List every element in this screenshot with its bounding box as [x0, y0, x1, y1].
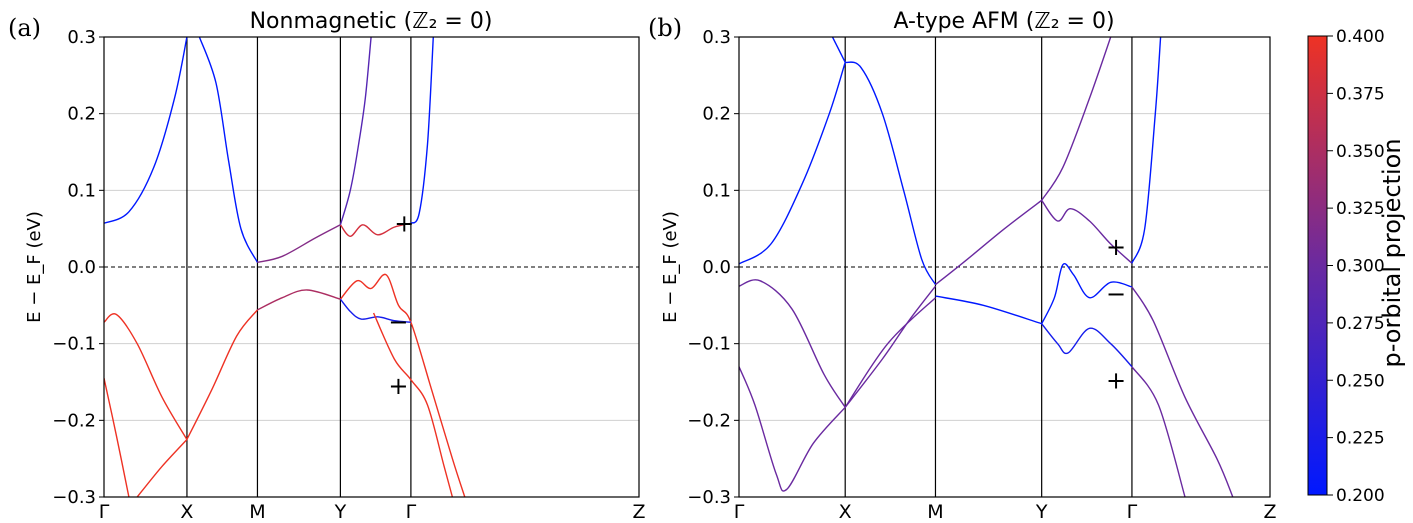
panel-b-band-line	[1131, 286, 1234, 497]
panel-b-parity-label: +	[1106, 233, 1126, 261]
panel-b-band-line	[935, 199, 1043, 286]
panel-b-frame	[738, 36, 1271, 498]
colorbar-tick-label: 0.200	[1336, 486, 1385, 506]
colorbar-tick-label: 0.350	[1336, 142, 1385, 162]
panel-a-band-line	[104, 37, 188, 224]
panel-b-ylabel: E − E_F (eV)	[660, 211, 681, 323]
panel-b-y-tick-label: −0.3	[687, 487, 731, 508]
panel-b-band-line	[1131, 366, 1186, 497]
panel-a-band-line	[410, 37, 434, 224]
panel-a-y-tick-label: 0.2	[67, 104, 96, 125]
panel-b-y-tick-label: 0.1	[702, 180, 731, 201]
panel-b-band-line	[1041, 199, 1133, 264]
panel-a-band-line	[198, 37, 259, 263]
panel-b-band-line	[1041, 323, 1133, 368]
panel-b-y-tick-label: −0.1	[687, 334, 731, 355]
panel-a-band-line	[104, 313, 188, 440]
panel-a-k-label: X	[180, 501, 193, 523]
panel-a-band-line	[104, 378, 130, 497]
panel-a-y-ticks: 0.3 0.2 0.1 0.0 −0.1 −0.2 −0.3	[52, 27, 104, 508]
panel-b-y-ticks: 0.3 0.2 0.1 0.0 −0.1 −0.2 −0.3	[687, 27, 739, 508]
panel-a-ylabel: E − E_F (eV)	[24, 211, 45, 323]
panel-a-band-line	[339, 298, 411, 323]
panel-b-band-line	[739, 62, 846, 265]
panel-b-band-line	[739, 279, 846, 408]
panel-b-y-tick-label: 0.0	[702, 257, 731, 278]
panel-b-k-label: X	[839, 501, 852, 523]
panel-b-y-tick-label: 0.3	[702, 27, 731, 48]
panel-a-k-label: M	[249, 501, 265, 523]
panel-a-band-line	[257, 224, 341, 264]
panel-a-bands	[104, 37, 466, 497]
panel-a-band-line	[372, 312, 454, 497]
panel-a-gridlines	[104, 37, 639, 497]
colorbar-gradient	[1307, 35, 1328, 496]
panel-b-band-line	[844, 297, 936, 408]
panel-a-parity-label: −	[388, 308, 408, 336]
panel-a-frame	[103, 36, 640, 498]
panel-b-band-line	[1131, 37, 1162, 264]
panel-a-k-label: Γ	[99, 501, 110, 523]
colorbar-tick-label: 0.300	[1336, 257, 1385, 277]
panel-a-k-label: Z	[632, 501, 645, 523]
panel-a-k-label: Γ	[406, 501, 417, 523]
panel-a-band-line	[339, 273, 466, 497]
colorbar-tick-label: 0.250	[1336, 371, 1385, 391]
colorbar-tick-label: 0.275	[1336, 314, 1385, 334]
colorbar-title: p-orbital projection	[1378, 138, 1406, 367]
panel-a-band-line	[136, 439, 188, 497]
panel-a-band-line	[339, 222, 412, 237]
colorbar-tick-label: 0.225	[1336, 429, 1385, 449]
panel-b-k-label: Γ	[734, 501, 745, 523]
panel-a-letter: (a)	[8, 14, 41, 42]
panel-a: (a) Nonmagnetic (ℤ₂ = 0) E − E_F (eV) 0.…	[8, 9, 646, 523]
panel-b-k-label: Γ	[1127, 501, 1138, 523]
panel-a-band-line	[339, 37, 372, 226]
panel-b-k-label: M	[927, 501, 943, 523]
panel-b-y-tick-label: 0.2	[702, 104, 731, 125]
panel-b-k-label: Y	[1035, 501, 1048, 523]
panel-b-band-line	[1041, 37, 1112, 201]
panel-b-y-tick-label: −0.2	[687, 410, 731, 431]
panel-a-parity-label: +	[394, 209, 414, 237]
panel-a-y-tick-label: −0.2	[52, 410, 96, 431]
panel-b-parity-labels: + − +	[1106, 233, 1126, 394]
panel-b-parity-label: +	[1106, 366, 1126, 394]
colorbar-tick-label: 0.375	[1336, 84, 1385, 104]
panel-a-band-line	[257, 289, 341, 311]
colorbar: 0.400 0.375 0.350 0.325 0.300 0.275 0.250 0.225…	[1307, 27, 1406, 506]
colorbar-tick-label: 0.400	[1336, 27, 1385, 47]
colorbar-tick-label: 0.325	[1336, 199, 1385, 219]
panel-b-bands	[739, 37, 1234, 497]
panel-b-k-label: Z	[1263, 501, 1276, 523]
panel-a-parity-labels: + − +	[388, 209, 414, 400]
panel-b-gridlines	[739, 37, 1270, 497]
panel-b-band-line	[844, 285, 937, 408]
panel-a-title: Nonmagnetic (ℤ₂ = 0)	[250, 9, 493, 34]
panel-b-title: A-type AFM (ℤ₂ = 0)	[893, 9, 1114, 34]
panel-a-band-line	[186, 309, 258, 440]
panel-b-band-line	[1041, 263, 1133, 325]
panel-a-k-label: Y	[334, 501, 347, 523]
panel-b-parity-label: −	[1106, 280, 1126, 308]
panel-b-band-line	[831, 37, 846, 63]
panel-b-letter: (b)	[648, 14, 682, 42]
panel-a-y-tick-label: −0.1	[52, 334, 96, 355]
panel-a-parity-label: +	[388, 372, 408, 400]
panel-b-band-line	[935, 295, 1042, 325]
panel-b: (b) A-type AFM (ℤ₂ = 0) E − E_F (eV) 0.3…	[648, 9, 1277, 523]
panel-a-y-tick-label: 0.0	[67, 257, 96, 278]
colorbar-ticks: 0.400 0.375 0.350 0.325 0.300 0.275 0.250 0.225…	[1327, 27, 1385, 506]
panel-a-y-tick-label: −0.3	[52, 487, 96, 508]
panel-a-y-tick-label: 0.3	[67, 27, 96, 48]
panel-a-y-tick-label: 0.1	[67, 180, 96, 201]
panel-b-band-line	[844, 61, 937, 285]
panel-b-band-line	[739, 366, 846, 492]
